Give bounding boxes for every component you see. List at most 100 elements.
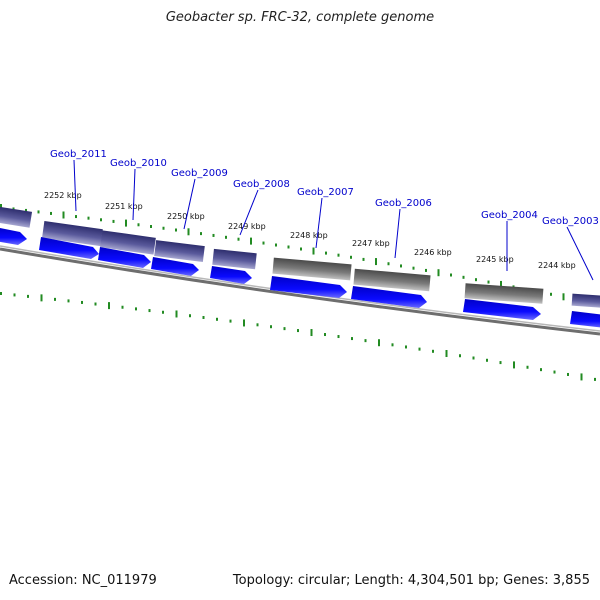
- minor-tick: [450, 273, 452, 277]
- minor-tick: [202, 315, 205, 319]
- cds-arrow[interactable]: [0, 227, 27, 245]
- gene-leader-line: [566, 226, 594, 281]
- gene-label[interactable]: Geob_2008: [233, 179, 290, 190]
- minor-tick: [297, 329, 299, 333]
- minor-tick: [499, 361, 502, 365]
- gene-leader-line: [315, 197, 323, 249]
- minor-tick: [121, 305, 124, 309]
- major-tick: [580, 373, 583, 381]
- gene-leader-line: [132, 168, 136, 221]
- feature-box[interactable]: [571, 293, 600, 309]
- feature-box[interactable]: [100, 230, 156, 255]
- ruler-label: 2246 kbp: [414, 248, 452, 257]
- major-tick: [378, 339, 380, 347]
- minor-tick: [212, 233, 215, 237]
- ruler-label: 2249 kbp: [228, 222, 266, 231]
- gene-leader-line: [239, 189, 259, 236]
- ruler-label: 2251 kbp: [105, 202, 143, 211]
- genome-summary-text: Topology: circular; Length: 4,304,501 bp…: [232, 573, 590, 588]
- minor-tick: [391, 343, 394, 347]
- minor-tick: [256, 323, 259, 327]
- gene-label[interactable]: Geob_2004: [481, 210, 538, 221]
- minor-tick: [337, 253, 340, 257]
- minor-tick: [189, 314, 191, 318]
- cds-arrow[interactable]: [210, 266, 252, 284]
- feature-box[interactable]: [154, 240, 205, 262]
- minor-tick: [475, 278, 477, 282]
- minor-tick: [350, 255, 352, 259]
- minor-tick: [27, 294, 29, 298]
- page-title: Geobacter sp. FRC-32, complete genome: [165, 10, 435, 25]
- feature-box[interactable]: [42, 221, 103, 247]
- cds-arrow[interactable]: [270, 276, 347, 298]
- cds-arrow[interactable]: [151, 257, 199, 276]
- major-tick: [62, 211, 65, 219]
- minor-tick: [54, 297, 56, 301]
- gene-label[interactable]: Geob_2009: [171, 168, 228, 179]
- cds-arrow[interactable]: [570, 311, 600, 328]
- major-tick: [500, 280, 502, 288]
- gene-leader-line: [394, 208, 401, 259]
- inner-dotted-track: [0, 292, 596, 381]
- minor-tick: [175, 228, 177, 232]
- major-tick: [513, 361, 515, 369]
- minor-tick: [462, 275, 465, 279]
- minor-tick: [148, 309, 151, 313]
- major-tick: [445, 350, 448, 358]
- accession-text: Accession: NC_011979: [9, 573, 157, 588]
- minor-tick: [0, 292, 2, 295]
- genome-backbone: [0, 247, 600, 336]
- gene-label[interactable]: Geob_2003: [542, 216, 599, 227]
- feature-box[interactable]: [464, 283, 544, 304]
- minor-tick: [287, 245, 290, 249]
- gene-label[interactable]: Geob_2007: [297, 187, 354, 198]
- ruler-label: 2244 kbp: [538, 261, 576, 270]
- major-tick: [108, 302, 110, 310]
- feature-box[interactable]: [212, 248, 257, 270]
- feature-box[interactable]: [353, 268, 431, 292]
- minor-tick: [162, 310, 164, 314]
- minor-tick: [362, 257, 365, 261]
- minor-tick: [100, 218, 102, 222]
- minor-tick: [162, 226, 165, 230]
- ruler-label: 2245 kbp: [476, 255, 514, 264]
- minor-tick: [135, 307, 137, 311]
- minor-tick: [150, 225, 152, 228]
- gene-leader-lines: [73, 159, 594, 281]
- minor-tick: [283, 327, 286, 331]
- minor-tick: [137, 223, 140, 227]
- minor-tick: [567, 372, 569, 376]
- minor-tick: [553, 370, 556, 374]
- gene-label[interactable]: Geob_2010: [110, 158, 167, 169]
- minor-tick: [351, 337, 353, 341]
- major-tick: [375, 258, 377, 266]
- feature-boxes: [0, 206, 600, 309]
- minor-tick: [405, 345, 407, 349]
- ruler-label: 2247 kbp: [352, 239, 390, 248]
- cds-arrow[interactable]: [39, 237, 99, 259]
- gene-label[interactable]: Geob_2006: [375, 198, 432, 209]
- minor-tick: [550, 292, 552, 296]
- cds-arrow[interactable]: [351, 286, 427, 308]
- major-tick: [40, 294, 43, 302]
- minor-tick: [400, 264, 402, 268]
- feature-box[interactable]: [0, 206, 33, 228]
- major-tick: [562, 293, 565, 301]
- minor-tick: [50, 211, 52, 215]
- major-tick: [437, 269, 440, 277]
- minor-tick: [229, 319, 232, 323]
- minor-tick: [275, 243, 277, 247]
- major-tick: [310, 329, 313, 337]
- gene-label[interactable]: Geob_2011: [50, 149, 107, 160]
- feature-box[interactable]: [272, 257, 352, 281]
- minor-tick: [412, 266, 415, 270]
- cds-arrow[interactable]: [463, 299, 541, 320]
- major-tick: [250, 237, 252, 245]
- gene-leader-line: [73, 159, 77, 212]
- minor-tick: [12, 207, 15, 211]
- cds-arrow[interactable]: [98, 247, 151, 268]
- minor-tick: [324, 333, 326, 337]
- major-tick: [187, 228, 190, 236]
- minor-tick: [75, 215, 77, 219]
- minor-tick: [25, 208, 27, 212]
